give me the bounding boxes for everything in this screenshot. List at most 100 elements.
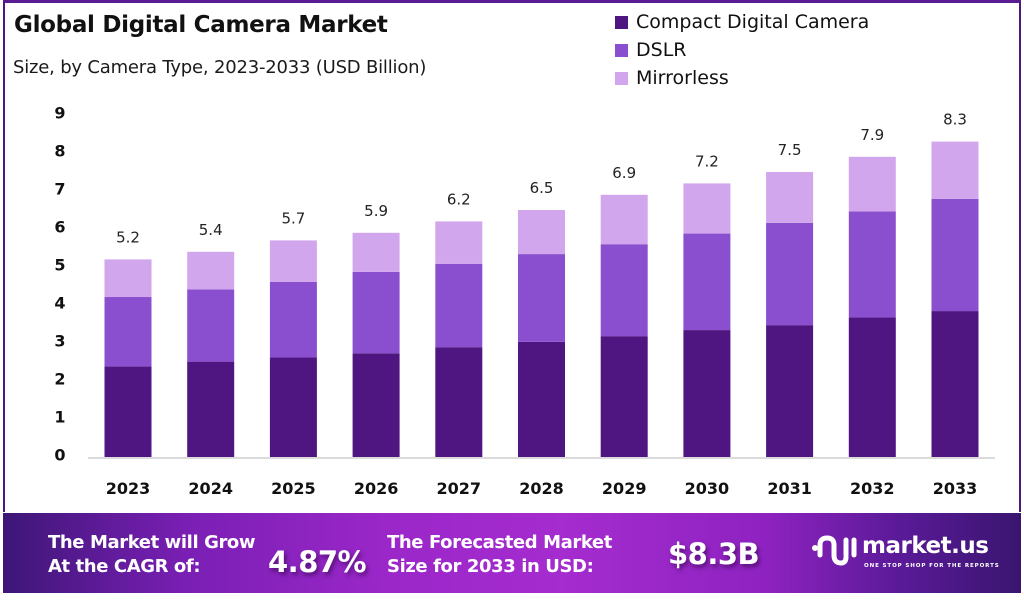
bar-stack-2023 (104, 259, 152, 457)
cagr-value: 4.87% (268, 545, 367, 579)
x-tick-label: 2027 (437, 479, 482, 498)
bar-segment-compact (269, 357, 317, 457)
total-data-label: 7.2 (695, 152, 719, 170)
bar-segment-dslr (269, 281, 317, 358)
bar-stack-2030 (683, 183, 731, 457)
total-data-label: 6.2 (447, 190, 471, 208)
legend-swatch-mirrorless (615, 71, 628, 85)
logo-name: market.us (862, 533, 989, 559)
bar-segment-mirrorless (931, 141, 979, 199)
y-tick-label: 7 (54, 180, 65, 199)
bar-stack-2027 (435, 221, 483, 457)
total-data-label: 5.4 (199, 221, 223, 239)
bars (104, 141, 979, 457)
bar-segment-mirrorless (269, 240, 317, 282)
bar-segment-compact (931, 311, 979, 457)
y-tick-label: 8 (54, 142, 65, 161)
bar-segment-dslr (600, 244, 648, 337)
y-axis: 0 1 2 3 4 5 6 7 8 9 (54, 104, 65, 465)
cagr-label-line1: The Market will Grow (48, 532, 256, 553)
x-tick-label: 2028 (519, 479, 564, 498)
total-data-label: 5.2 (116, 228, 140, 246)
forecast-value: $8.3B (668, 537, 760, 571)
bar-segment-mirrorless (600, 194, 648, 245)
bar-segment-mirrorless (187, 251, 235, 290)
forecast-label: The Forecasted Market Size for 2033 in U… (387, 531, 612, 579)
bar-segment-dslr (435, 263, 483, 348)
bar-segment-mirrorless (848, 156, 896, 212)
cagr-label: The Market will Grow At the CAGR of: (48, 531, 256, 579)
x-axis: 2023 2024 2025 2026 2027 2028 2029 2030 2031 2032… (106, 479, 978, 498)
y-tick-label: 1 (54, 408, 65, 427)
market-us-logo-icon (812, 535, 857, 566)
total-data-label: 7.9 (860, 126, 884, 144)
bar-segment-mirrorless (352, 232, 400, 272)
y-tick-label: 5 (54, 256, 65, 275)
legend: Compact Digital Camera DSLR Mirrorless (615, 8, 869, 92)
total-data-label: 7.5 (778, 141, 802, 159)
total-data-label: 6.5 (530, 179, 554, 197)
bar-segment-compact (104, 366, 152, 457)
y-tick-label: 3 (54, 332, 65, 351)
legend-item-compact: Compact Digital Camera (615, 8, 869, 36)
bar-segment-compact (435, 347, 483, 457)
legend-swatch-dslr (615, 43, 628, 57)
y-tick-label: 0 (54, 446, 65, 465)
bar-stack-2024 (187, 251, 235, 457)
bar-segment-compact (848, 317, 896, 457)
x-tick-label: 2029 (602, 479, 647, 498)
bar-stack-2029 (600, 194, 648, 457)
bar-segment-dslr (848, 211, 896, 318)
y-tick-label: 6 (54, 218, 65, 237)
x-tick-label: 2030 (685, 479, 730, 498)
data-labels: 5.2 5.4 5.7 5.9 6.2 6.5 6.9 7.2 7.5 7.9 8.3 (116, 111, 967, 247)
total-data-label: 5.9 (364, 202, 388, 220)
x-tick-label: 2026 (354, 479, 399, 498)
bar-segment-dslr (931, 198, 979, 312)
bar-segment-mirrorless (683, 183, 731, 234)
legend-item-mirrorless: Mirrorless (615, 64, 869, 92)
legend-label-dslr: DSLR (636, 39, 687, 61)
forecast-label-line2: Size for 2033 in USD: (387, 556, 594, 577)
chart-title: Global Digital Camera Market (14, 12, 388, 38)
bar-stack-2026 (352, 232, 400, 457)
bar-segment-compact (352, 353, 400, 457)
forecast-label-line1: The Forecasted Market (387, 532, 612, 553)
logo-tagline: ONE STOP SHOP FOR THE REPORTS (864, 563, 1000, 569)
bar-stack-2032 (848, 156, 896, 457)
y-tick-label: 4 (54, 294, 65, 313)
x-tick-label: 2031 (767, 479, 812, 498)
y-tick-label: 9 (54, 104, 65, 123)
bar-segment-dslr (766, 222, 814, 326)
legend-label-compact: Compact Digital Camera (636, 11, 870, 33)
bar-stack-2025 (269, 240, 317, 457)
bar-segment-dslr (352, 271, 400, 354)
x-tick-label: 2025 (271, 479, 316, 498)
x-tick-label: 2024 (188, 479, 233, 498)
total-data-label: 6.9 (612, 164, 636, 182)
bar-stack-2033 (931, 141, 979, 457)
bar-segment-compact (683, 330, 731, 457)
bar-segment-compact (187, 361, 235, 457)
bar-stack-2031 (766, 172, 814, 457)
x-tick-label: 2032 (850, 479, 895, 498)
legend-label-mirrorless: Mirrorless (636, 67, 729, 89)
summary-banner (3, 513, 1021, 593)
bar-segment-dslr (187, 289, 235, 362)
bar-segment-compact (600, 336, 648, 457)
chart-subtitle: Size, by Camera Type, 2023-2033 (USD Bil… (13, 57, 427, 78)
bar-segment-dslr (104, 297, 152, 367)
total-data-label: 5.7 (281, 209, 305, 227)
bar-segment-mirrorless (104, 259, 152, 298)
bar-stack-2028 (518, 210, 565, 457)
bar-segment-compact (766, 325, 814, 457)
bar-segment-dslr (518, 254, 565, 342)
legend-swatch-compact (615, 15, 628, 29)
bar-segment-mirrorless (435, 221, 483, 264)
bar-segment-compact (518, 341, 565, 457)
x-tick-label: 2023 (106, 479, 151, 498)
bar-segment-mirrorless (518, 210, 565, 255)
cagr-label-line2: At the CAGR of: (48, 556, 201, 577)
y-tick-label: 2 (54, 370, 65, 389)
